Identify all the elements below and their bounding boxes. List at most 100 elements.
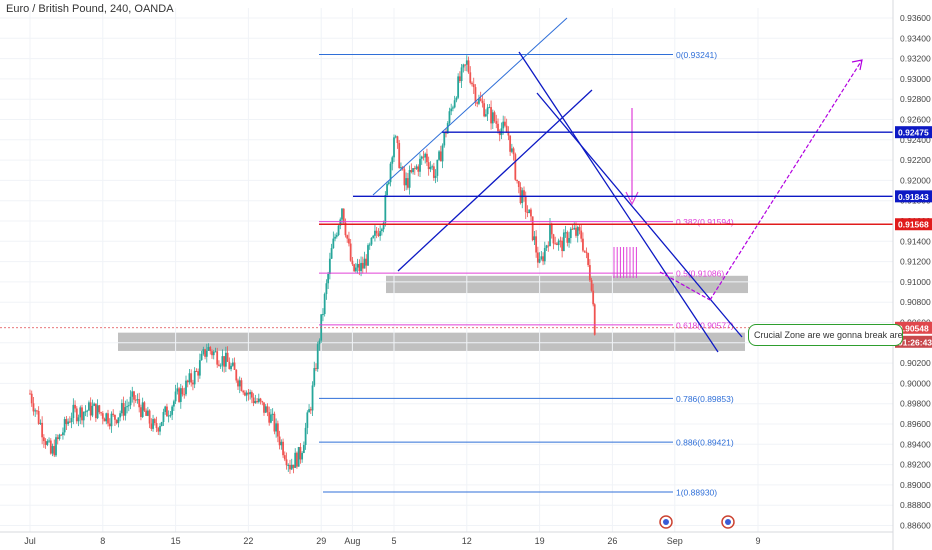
candle-body: [48, 440, 50, 442]
candle-body: [593, 304, 596, 335]
price-tick-label: 0.89800: [900, 399, 931, 409]
candle-body: [462, 64, 465, 68]
candle-body: [323, 294, 326, 315]
candle: [138, 392, 141, 413]
fibonacci-retracement[interactable]: 0(0.93241) 0.382(0.91594) 0.5(0.91086) 0.61…: [319, 50, 734, 498]
candle-body: [174, 391, 177, 402]
candle: [297, 446, 300, 467]
candle: [547, 241, 550, 252]
candle: [330, 243, 333, 260]
downtrend-line-2[interactable]: [536, 92, 743, 338]
event-icons[interactable]: [659, 515, 735, 529]
candle-body: [296, 452, 298, 467]
price-tag: 0.90548: [895, 321, 932, 334]
candle: [512, 146, 515, 161]
candle-body: [368, 244, 371, 246]
candle-body: [193, 370, 196, 385]
candle: [112, 409, 115, 417]
candle: [471, 81, 473, 87]
candle: [266, 403, 269, 417]
candle-body: [530, 209, 532, 217]
candle: [316, 341, 319, 372]
candle-body: [117, 417, 120, 424]
time-tick-label: 8: [100, 536, 105, 546]
candle-body: [181, 388, 184, 395]
candle: [94, 403, 97, 422]
candle-body: [557, 240, 560, 246]
horizontal-levels[interactable]: [0, 131, 893, 329]
candle-body: [582, 238, 584, 251]
candle: [197, 368, 200, 383]
candle-body: [93, 403, 96, 406]
candle: [32, 397, 35, 416]
candle-body: [103, 418, 106, 422]
time-axis[interactable]: Jul 8 15 22 29 Aug 5 12 19 26 Sep 9: [0, 531, 893, 546]
candle-body: [590, 280, 593, 291]
candle: [457, 73, 460, 99]
candle-body: [72, 404, 75, 419]
candle-body: [543, 248, 546, 262]
candle: [283, 451, 286, 462]
candle-body: [120, 403, 123, 414]
candle-body: [446, 123, 449, 134]
candle-body: [566, 232, 569, 243]
uptrend-channel-line[interactable]: [372, 17, 568, 196]
candle: [585, 247, 588, 259]
candle: [509, 135, 512, 156]
price-tick-label: 0.93000: [900, 74, 931, 84]
candle: [249, 389, 252, 400]
candle-body: [41, 422, 44, 438]
candle: [204, 348, 206, 360]
candle: [524, 191, 527, 220]
projection-arrow-line[interactable]: [709, 59, 863, 301]
candle-body: [327, 274, 330, 284]
candle-body: [509, 135, 512, 152]
candle-body: [205, 350, 208, 357]
candle-body: [32, 403, 35, 412]
candle: [176, 382, 179, 395]
fib-label: 0.786(0.89853): [676, 394, 734, 404]
candle: [114, 414, 116, 427]
candle: [105, 412, 108, 425]
candle-body: [108, 423, 111, 427]
candle-body: [195, 370, 198, 372]
candle-body: [86, 410, 89, 412]
price-tag-label: 0.92475: [898, 128, 929, 138]
candle-body: [89, 402, 92, 416]
candle: [394, 134, 397, 139]
candle: [441, 143, 444, 169]
projection-leg[interactable]: [659, 271, 711, 301]
candle: [308, 404, 310, 413]
candle: [261, 400, 264, 406]
candle: [131, 386, 134, 403]
trend-lines[interactable]: [372, 17, 863, 353]
candle: [172, 399, 175, 411]
candle-body: [62, 432, 64, 436]
candle: [483, 98, 486, 118]
news-event-icon[interactable]: [659, 515, 673, 529]
candle: [488, 104, 491, 109]
candle-body: [576, 227, 579, 236]
candle: [588, 259, 591, 283]
annotation-callout[interactable]: Crucial Zone are we gonna break are we: [748, 324, 903, 346]
candle-body: [224, 352, 227, 367]
candle: [36, 409, 38, 415]
candle-body: [204, 349, 206, 357]
candle: [209, 345, 212, 355]
news-event-icon[interactable]: [721, 515, 735, 529]
time-tick-label: 9: [755, 536, 760, 546]
candle-body: [283, 455, 286, 460]
downtrend-line-1[interactable]: [518, 51, 719, 353]
candle: [353, 263, 356, 273]
price-axis[interactable]: 0.93600 0.93400 0.93200 0.93000 0.92800 0.926…: [892, 0, 931, 550]
candle: [375, 226, 378, 239]
candle: [465, 55, 468, 72]
price-tags: 0.92475 0.91843 0.91568 0.90548 01:26:43: [895, 126, 932, 348]
candle-body: [422, 156, 425, 158]
candle-body: [550, 223, 553, 235]
candle: [82, 411, 85, 428]
candle: [207, 343, 210, 352]
candle-body: [247, 392, 250, 395]
candle: [448, 107, 451, 125]
